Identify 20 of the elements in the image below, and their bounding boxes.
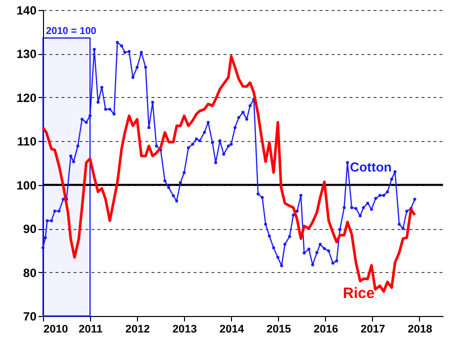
series-label: Cotton	[350, 159, 392, 174]
series-label: Rice	[342, 285, 375, 302]
y-tick-label: 70	[23, 310, 37, 324]
x-tick-label: 2015	[266, 324, 292, 336]
y-tick-label: 90	[23, 222, 37, 236]
y-tick-label: 140	[16, 4, 37, 18]
x-tick-label: 2010	[44, 324, 68, 336]
x-tick-label: 2013	[172, 324, 197, 336]
y-tick-label: 100	[16, 178, 37, 192]
y-tick-label: 120	[16, 90, 37, 105]
band-label: 2010 = 100	[46, 26, 97, 37]
x-tick-label: 2016	[314, 324, 338, 336]
x-tick-label: 2011	[78, 324, 102, 336]
x-tick-label: 2017	[360, 324, 386, 336]
x-tick-label: 2014	[219, 324, 245, 336]
y-tick-label: 110	[17, 134, 37, 149]
x-tick-label: 2012	[125, 324, 150, 336]
y-tick-label: 130	[16, 47, 37, 62]
y-tick-label: 80	[23, 266, 37, 280]
x-tick-label: 2018	[408, 324, 432, 336]
